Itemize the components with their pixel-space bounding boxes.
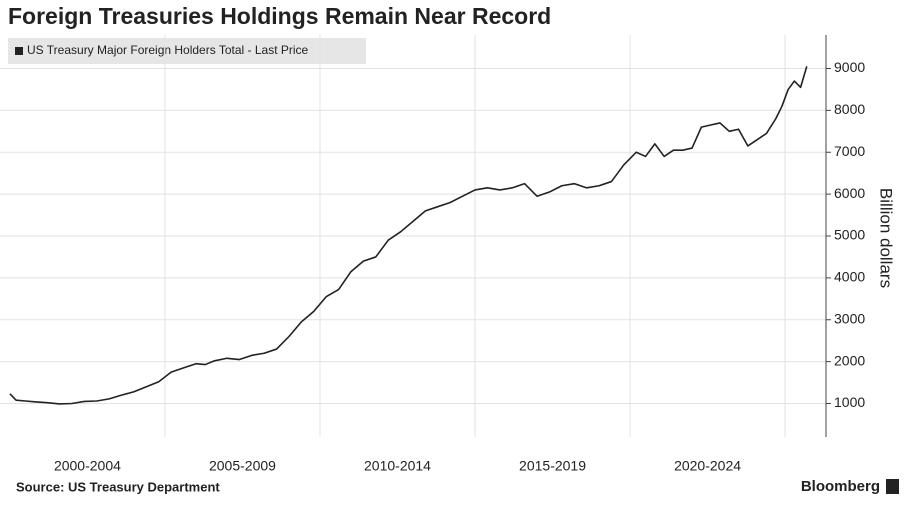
x-tick-label: 2010-2014 <box>364 458 431 474</box>
y-tick-label: 7000 <box>834 143 865 159</box>
y-tick-label: 2000 <box>834 352 865 368</box>
y-tick-label: 8000 <box>834 101 865 117</box>
y-axis-label: Billion dollars <box>877 188 896 288</box>
y-tick-label: 6000 <box>834 185 865 201</box>
y-tick-label: 3000 <box>834 310 865 326</box>
x-tick-label: 2005-2009 <box>209 458 276 474</box>
brand-icon <box>886 479 899 494</box>
legend-label: US Treasury Major Foreign Holders Total … <box>27 43 309 57</box>
chart-title: Foreign Treasuries Holdings Remain Near … <box>8 3 551 29</box>
y-tick-label: 1000 <box>834 394 865 410</box>
legend-box <box>8 38 366 64</box>
x-tick-label: 2000-2004 <box>54 458 121 474</box>
line-series <box>9 66 808 405</box>
brand: Bloomberg <box>801 478 880 495</box>
y-tick-label: 4000 <box>834 269 865 285</box>
x-tick-label: 2020-2024 <box>674 458 741 474</box>
source: Source: US Treasury Department <box>16 479 220 494</box>
y-tick-label: 5000 <box>834 227 865 243</box>
x-tick-label: 2015-2019 <box>519 458 586 474</box>
legend-swatch <box>15 47 23 55</box>
y-tick-label: 9000 <box>834 59 865 75</box>
